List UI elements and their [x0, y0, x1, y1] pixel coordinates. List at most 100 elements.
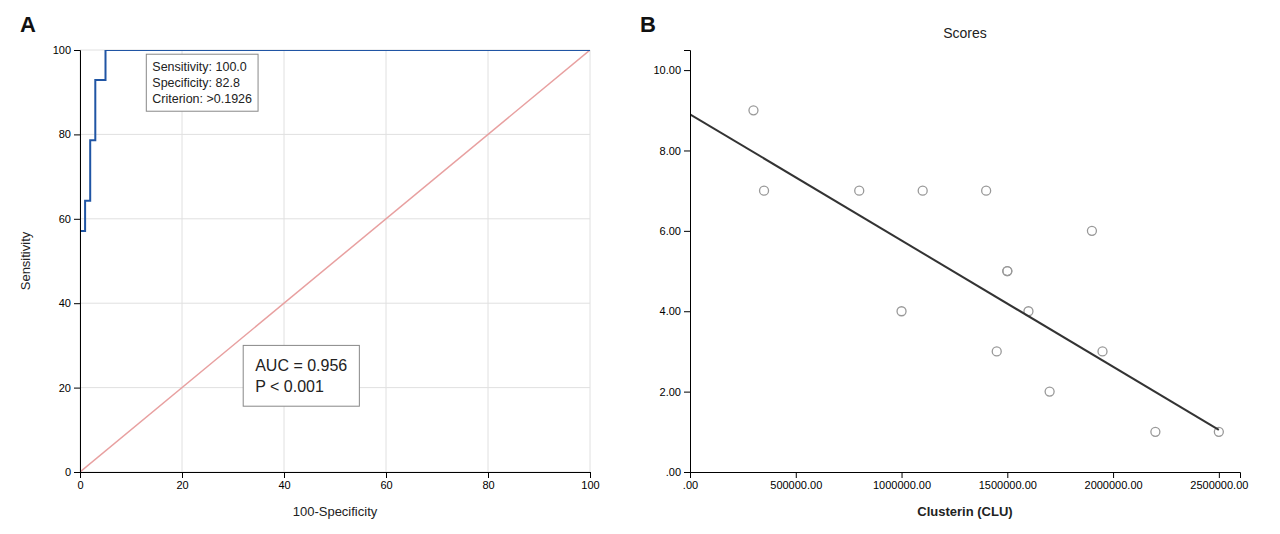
x-axis: .00 500000.00 1000000.00 1500000.00 2000000.…	[683, 472, 1249, 491]
tick: .00	[683, 472, 698, 491]
tick: 80	[59, 128, 80, 140]
tick-label: 2000000.00	[1085, 479, 1143, 491]
annotation-box	[243, 345, 359, 406]
axis-line	[74, 51, 81, 473]
panel: .00 500000.00 1000000.00 1500000.00 2000000.…	[640, 12, 1248, 519]
grid-line	[284, 50, 285, 472]
tick-label: 20	[59, 382, 71, 394]
grid-line	[590, 50, 591, 472]
grid-line	[386, 50, 387, 472]
annotation-text: P < 0.001	[255, 378, 324, 395]
tick: 20	[176, 472, 188, 491]
tick-label: 100	[581, 479, 599, 491]
grid-line	[488, 50, 489, 472]
tick: 1500000.00	[979, 472, 1037, 491]
plot: 020406080100020406080100100-SpecificityS…	[18, 44, 600, 519]
point	[897, 307, 906, 316]
tick-mark	[74, 50, 80, 51]
tick-mark	[684, 70, 690, 71]
tick-label: 4.00	[660, 305, 681, 317]
tick-label: 1500000.00	[979, 479, 1037, 491]
line	[80, 50, 590, 472]
tick-mark	[684, 392, 690, 393]
tick-label: 2.00	[660, 386, 681, 398]
tick-label: .00	[666, 466, 681, 478]
marks	[80, 50, 590, 472]
annotation-text: AUC = 0.956	[255, 357, 347, 374]
grid	[80, 50, 590, 472]
point	[1003, 267, 1012, 276]
point	[855, 186, 864, 195]
point	[1098, 347, 1107, 356]
tick-label: 2500000.00	[1190, 479, 1248, 491]
tick-mark	[74, 134, 80, 135]
point	[918, 186, 927, 195]
annotation: Sensitivity: 100.0Specificity: 82.8Crite…	[146, 54, 258, 111]
axis-line	[684, 51, 691, 473]
line	[80, 50, 590, 472]
tick: 2000000.00	[1085, 472, 1143, 491]
tick-mark	[386, 472, 387, 478]
grid-line	[80, 218, 590, 219]
panel-label-text: A	[20, 12, 36, 37]
y-axis: .00 2.00 4.00 6.00 8.00 10.00	[653, 51, 690, 479]
tick: 60	[380, 472, 392, 491]
point	[982, 186, 991, 195]
tick-label: 20	[176, 479, 188, 491]
grid-line	[80, 303, 590, 304]
tick-mark	[74, 303, 80, 304]
grid-line	[182, 50, 183, 472]
tick-mark	[182, 472, 183, 478]
point	[1045, 387, 1054, 396]
axis-line	[81, 473, 591, 479]
tick-label: 40	[278, 479, 290, 491]
tick: 40	[59, 297, 80, 309]
point	[1003, 267, 1012, 276]
figure: 020406080100020406080100100-SpecificityS…	[0, 0, 1280, 534]
plot-area	[690, 50, 1240, 472]
x-axis: 0 20 40 60 80 100	[77, 472, 599, 491]
tick-label: 100	[53, 44, 71, 56]
tick-mark	[74, 472, 80, 473]
tick: 8.00	[660, 144, 690, 156]
annotation-box	[146, 54, 258, 111]
tick: 4.00	[660, 305, 690, 317]
tick: 6.00	[660, 225, 690, 237]
y-axis: 020406080100	[53, 44, 81, 478]
x-axis-title: Clusterin (CLU)	[917, 504, 1012, 519]
tick: 500000.00	[770, 472, 822, 491]
tick-label: 500000.00	[770, 479, 822, 491]
tick-mark	[684, 311, 690, 312]
tick: 80	[482, 472, 494, 491]
marks	[690, 106, 1223, 437]
tick-mark	[1007, 472, 1008, 478]
tick-label: 80	[59, 128, 71, 140]
tick-mark	[1113, 472, 1114, 478]
tick-label: 0	[65, 466, 71, 478]
tick: 10.00	[653, 64, 690, 76]
tick-mark	[1219, 472, 1220, 478]
tick-label: 8.00	[660, 144, 681, 156]
tick: 40	[278, 472, 290, 491]
title: Scores	[943, 25, 987, 41]
y-axis-title: Sensitivity	[18, 231, 33, 290]
tick: 100	[581, 472, 599, 491]
tick-label: 6.00	[660, 225, 681, 237]
panel-label: B	[640, 12, 656, 37]
annotation: AUC = 0.956 P < 0.001	[243, 345, 359, 406]
tick: 0	[65, 466, 80, 478]
tick-mark	[590, 472, 591, 478]
tick: 0	[77, 472, 83, 491]
annotation-text: Specificity: 82.8	[152, 76, 240, 90]
tick-label: 1000000.00	[873, 479, 931, 491]
tick-mark	[902, 472, 903, 478]
point	[1151, 427, 1160, 436]
tick: 2500000.00	[1190, 472, 1248, 491]
point	[749, 106, 758, 115]
tick: .00	[666, 466, 690, 478]
tick: 1000000.00	[873, 472, 931, 491]
tick-mark	[684, 150, 690, 151]
tick: 100	[53, 44, 80, 56]
tick: 20	[59, 382, 80, 394]
plot: .00 500000.00 1000000.00 1500000.00 2000000.…	[653, 25, 1248, 519]
